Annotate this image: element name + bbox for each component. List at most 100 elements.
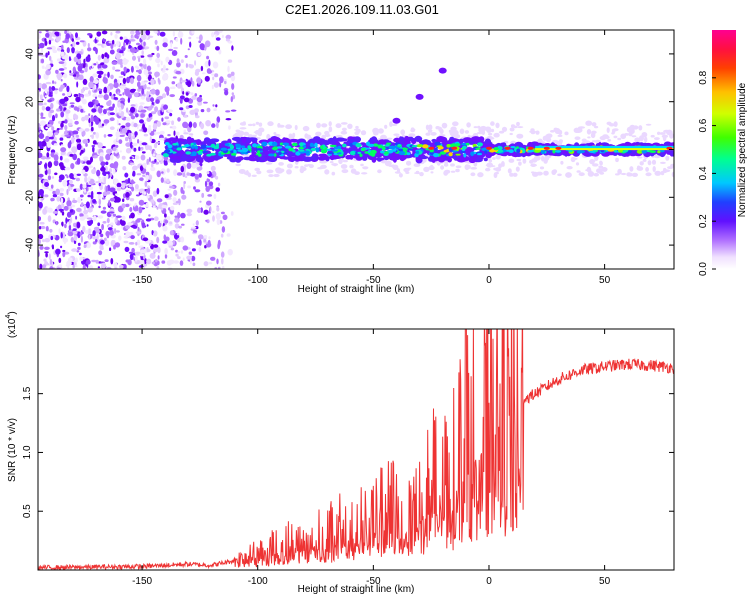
noise-speck	[225, 38, 230, 42]
noise-speck	[153, 246, 159, 253]
noise-speck	[47, 207, 53, 213]
noise-speck	[38, 233, 44, 240]
noise-speck	[150, 116, 153, 120]
noise-speck	[110, 32, 113, 36]
noise-speck	[216, 206, 220, 212]
halo-speck	[304, 133, 309, 139]
noise-speck	[227, 248, 233, 256]
noise-speck	[145, 190, 150, 193]
band-core	[230, 153, 237, 156]
halo-speck	[466, 122, 471, 128]
snr-x-ticks: -150 -100 -50 0 50	[132, 329, 611, 587]
noise-speck	[52, 210, 58, 214]
noise-speck	[140, 55, 145, 58]
noise-speck	[170, 86, 174, 89]
noise-speck	[66, 47, 70, 54]
noise-speck	[141, 142, 148, 146]
noise-speck	[62, 251, 66, 258]
noise-speck	[120, 71, 124, 75]
halo-speck	[430, 171, 434, 174]
halo-speck	[530, 131, 536, 135]
hot-spot	[543, 146, 550, 150]
noise-speck	[62, 56, 66, 60]
halo-speck	[278, 162, 284, 166]
noise-speck	[171, 120, 175, 126]
noise-speck	[118, 123, 121, 126]
noise-speck	[110, 239, 115, 247]
band-core	[257, 150, 261, 154]
band-core	[366, 147, 370, 150]
halo-speck	[617, 168, 622, 175]
noise-speck	[161, 93, 167, 99]
noise-speck	[183, 181, 186, 184]
halo-speck	[464, 130, 469, 134]
noise-speck	[48, 188, 54, 191]
noise-speck	[64, 129, 68, 137]
noise-speck	[139, 140, 143, 147]
noise-speck	[124, 172, 129, 178]
band-blob	[180, 155, 190, 159]
noise-speck	[177, 211, 181, 219]
noise-speck	[128, 251, 133, 254]
noise-speck	[82, 78, 88, 85]
noise-speck	[125, 147, 132, 154]
halo-speck	[441, 122, 448, 129]
noise-speck	[62, 103, 67, 107]
noise-speck	[156, 236, 160, 244]
band-blob	[378, 139, 387, 145]
band-core	[309, 142, 314, 147]
noise-speck	[50, 45, 56, 51]
noise-speck	[142, 237, 149, 242]
noise-speck	[82, 264, 86, 269]
noise-speck	[103, 94, 109, 101]
noise-speck	[171, 81, 176, 85]
halo-speck	[594, 125, 599, 129]
noise-speck	[81, 116, 86, 122]
noise-speck	[39, 221, 45, 225]
noise-speck	[73, 235, 78, 241]
band-blob	[312, 154, 318, 162]
noise-speck	[121, 155, 126, 160]
noise-speck	[77, 231, 81, 239]
band-core	[202, 150, 209, 153]
noise-speck	[103, 43, 107, 48]
noise-speck	[116, 182, 122, 188]
noise-speck	[182, 109, 186, 113]
halo-speck	[543, 170, 549, 176]
noise-speck	[118, 139, 123, 145]
noise-speck	[49, 55, 52, 61]
noise-speck	[134, 49, 139, 52]
noise-speck	[128, 242, 135, 245]
noise-speck	[81, 169, 86, 175]
band-blob	[431, 156, 436, 163]
noise-speck	[92, 131, 96, 135]
band-core	[278, 151, 282, 155]
halo-speck	[235, 129, 241, 133]
noise-speck	[164, 116, 170, 120]
band-core	[406, 152, 411, 156]
halo-speck	[288, 133, 293, 139]
noise-speck	[101, 123, 105, 127]
band-blob	[287, 155, 294, 162]
noise-speck	[54, 89, 58, 95]
noise-speck	[188, 63, 192, 68]
halo-speck	[245, 170, 249, 176]
noise-speck	[119, 93, 122, 97]
noise-speck	[64, 158, 70, 163]
noise-speck	[143, 58, 147, 65]
noise-speck	[52, 219, 56, 224]
noise-speck	[230, 71, 235, 77]
noise-speck	[197, 207, 202, 213]
noise-speck	[63, 67, 67, 70]
noise-speck	[147, 127, 152, 134]
noise-speck	[156, 45, 160, 51]
noise-speck	[198, 247, 202, 252]
noise-speck	[148, 174, 153, 181]
halo-speck	[650, 134, 655, 138]
band-core	[291, 142, 298, 147]
noise-speck	[191, 255, 196, 262]
noise-speck	[60, 100, 66, 103]
noise-speck	[151, 261, 155, 265]
band-blob	[483, 157, 488, 162]
noise-speck	[150, 97, 155, 103]
